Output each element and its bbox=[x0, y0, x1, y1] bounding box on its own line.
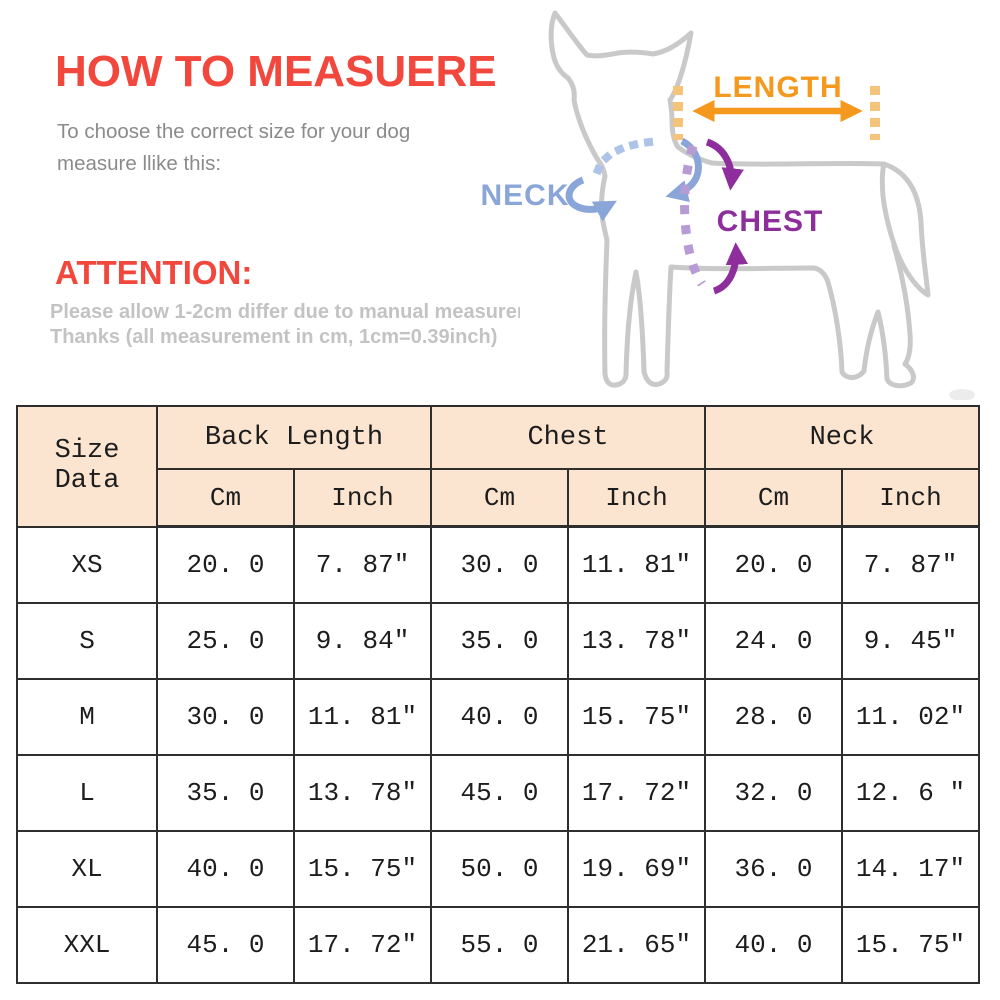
dog-tail bbox=[879, 161, 931, 298]
corner-cell: Size Data bbox=[16, 405, 158, 528]
cell-value: 55. 0 bbox=[430, 906, 569, 984]
cell-value: 21. 65″ bbox=[567, 906, 706, 984]
cell-value: 17. 72″ bbox=[567, 754, 706, 832]
cell-value: 11. 81″ bbox=[567, 525, 706, 604]
cell-value: 9. 45″ bbox=[841, 602, 980, 680]
cell-value: 19. 69″ bbox=[567, 830, 706, 908]
cell-value: 35. 0 bbox=[430, 602, 569, 680]
cell-value: 13. 78″ bbox=[293, 754, 432, 832]
dog-outline bbox=[548, 10, 916, 389]
table-row: S 25. 0 9. 84″ 35. 0 13. 78″ 24. 0 9. 45… bbox=[16, 602, 980, 680]
unit-header: Cm bbox=[704, 468, 843, 528]
cell-value: 15. 75″ bbox=[841, 906, 980, 984]
table-row: XXL 45. 0 17. 72″ 55. 0 21. 65″ 40. 0 15… bbox=[16, 906, 980, 984]
cell-value: 9. 84″ bbox=[293, 602, 432, 680]
cell-value: 45. 0 bbox=[156, 906, 295, 984]
cell-value: 7. 87″ bbox=[293, 525, 432, 604]
dog-paw-shadow bbox=[949, 389, 975, 400]
cell-value: 36. 0 bbox=[704, 830, 843, 908]
cell-value: 15. 75″ bbox=[293, 830, 432, 908]
unit-header: Inch bbox=[293, 468, 432, 528]
dog-measurement-diagram: LENGTH NECK CHEST bbox=[480, 10, 975, 400]
unit-header: Inch bbox=[841, 468, 980, 528]
group-header-chest: Chest bbox=[430, 405, 706, 470]
page-title: HOW TO MEASUERE bbox=[55, 47, 497, 96]
neck-label: NECK bbox=[480, 179, 569, 212]
cell-value: 20. 0 bbox=[704, 525, 843, 604]
intro-text: To choose the correct size for your dog … bbox=[57, 116, 410, 180]
cell-value: 13. 78″ bbox=[567, 602, 706, 680]
cell-value: 11. 02″ bbox=[841, 678, 980, 756]
cell-value: 50. 0 bbox=[430, 830, 569, 908]
table-row: L 35. 0 13. 78″ 45. 0 17. 72″ 32. 0 12. … bbox=[16, 754, 980, 832]
cell-value: 40. 0 bbox=[704, 906, 843, 984]
attention-line-2: Thanks (all measurement in cm, 1cm=0.39i… bbox=[50, 326, 498, 348]
cell-value: 40. 0 bbox=[156, 830, 295, 908]
cell-value: 12. 6 ″ bbox=[841, 754, 980, 832]
corner-label: Size Data bbox=[54, 436, 120, 497]
group-header-back-length: Back Length bbox=[156, 405, 432, 470]
attention-line-1: Please allow 1-2cm differ due to manual … bbox=[50, 301, 520, 323]
table-row: M 30. 0 11. 81″ 40. 0 15. 75″ 28. 0 11. … bbox=[16, 678, 980, 756]
cell-value: 24. 0 bbox=[704, 602, 843, 680]
chest-label: CHEST bbox=[717, 205, 824, 238]
row-size-label: XS bbox=[16, 525, 158, 604]
group-header-neck: Neck bbox=[704, 405, 980, 470]
cell-value: 32. 0 bbox=[704, 754, 843, 832]
cell-value: 35. 0 bbox=[156, 754, 295, 832]
chest-dashed-line bbox=[680, 144, 706, 287]
attention-title: ATTENTION: bbox=[55, 254, 253, 291]
cell-value: 14. 17″ bbox=[841, 830, 980, 908]
intro-line-2: measure llike this: bbox=[57, 152, 222, 175]
unit-header: Cm bbox=[156, 468, 295, 528]
cell-value: 30. 0 bbox=[156, 678, 295, 756]
cell-value: 45. 0 bbox=[430, 754, 569, 832]
cell-value: 30. 0 bbox=[430, 525, 569, 604]
row-size-label: M bbox=[16, 678, 158, 756]
chest-arrow-bottom bbox=[712, 242, 749, 295]
cell-value: 11. 81″ bbox=[293, 678, 432, 756]
cell-value: 7. 87″ bbox=[841, 525, 980, 604]
cell-value: 15. 75″ bbox=[567, 678, 706, 756]
unit-header: Inch bbox=[567, 468, 706, 528]
cell-value: 20. 0 bbox=[156, 525, 295, 604]
length-label: LENGTH bbox=[713, 71, 842, 104]
row-size-label: XXL bbox=[16, 906, 158, 984]
row-size-label: XL bbox=[16, 830, 158, 908]
unit-header: Cm bbox=[430, 468, 569, 528]
attention-text: Please allow 1-2cm differ due to manual … bbox=[50, 300, 520, 350]
table-row: XL 40. 0 15. 75″ 50. 0 19. 69″ 36. 0 14.… bbox=[16, 830, 980, 908]
cell-value: 40. 0 bbox=[430, 678, 569, 756]
cell-value: 25. 0 bbox=[156, 602, 295, 680]
row-size-label: L bbox=[16, 754, 158, 832]
cell-value: 17. 72″ bbox=[293, 906, 432, 984]
table-row: XS 20. 0 7. 87″ 30. 0 11. 81″ 20. 0 7. 8… bbox=[16, 525, 980, 604]
neck-dotted-line bbox=[592, 136, 667, 176]
chest-arrow-top bbox=[705, 138, 744, 191]
intro-line-1: To choose the correct size for your dog bbox=[57, 120, 411, 143]
neck-arrow-left bbox=[565, 176, 617, 222]
row-size-label: S bbox=[16, 602, 158, 680]
size-table: Size Data Back Length Chest Neck Cm Inch… bbox=[16, 405, 980, 984]
cell-value: 28. 0 bbox=[704, 678, 843, 756]
